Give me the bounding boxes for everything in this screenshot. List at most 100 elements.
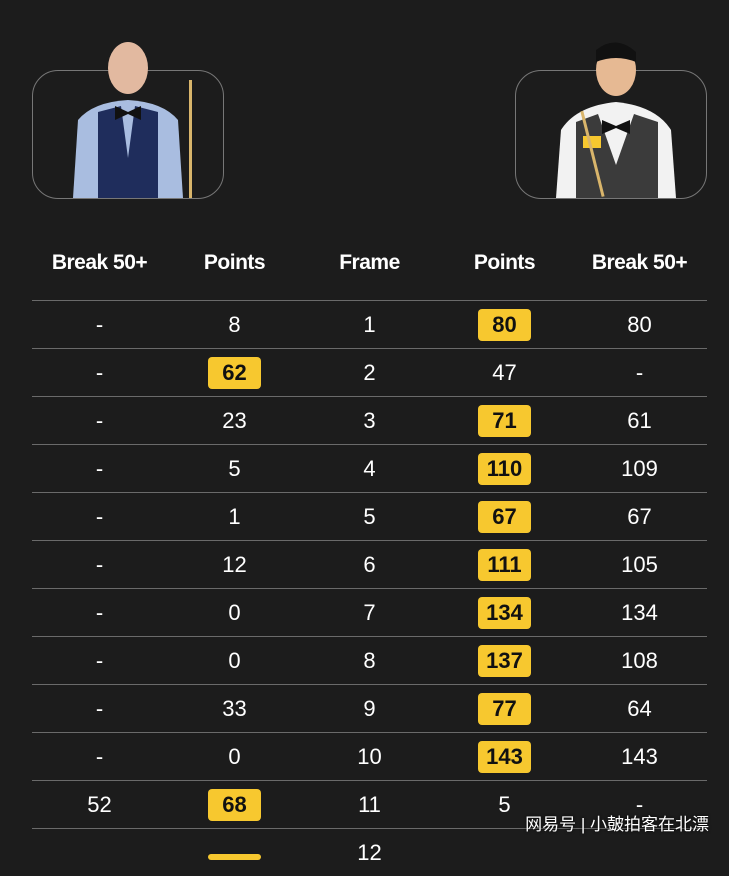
left-player-card xyxy=(32,42,224,199)
right-break: 105 xyxy=(621,551,658,577)
watermark: 网易号 | 小皷拍客在北漂 xyxy=(525,815,709,834)
right-points-cell: 134 xyxy=(437,596,572,629)
left-points xyxy=(208,853,261,860)
left-break-cell: - xyxy=(32,648,167,674)
table-row: - 8 1 80 80 xyxy=(32,300,707,348)
table-row: - 0 7 134 134 xyxy=(32,588,707,636)
frame-number-cell: 6 xyxy=(302,552,437,578)
left-points-cell: 12 xyxy=(167,552,302,578)
frame-number: 2 xyxy=(363,359,376,385)
left-points: 8 xyxy=(228,311,241,337)
left-points-cell: 0 xyxy=(167,600,302,626)
right-points: 77 xyxy=(478,692,531,725)
left-points-cell: 5 xyxy=(167,456,302,482)
right-points-cell: 143 xyxy=(437,740,572,773)
player-photo-left xyxy=(73,42,192,198)
left-break-cell: - xyxy=(32,360,167,386)
right-break: 143 xyxy=(621,743,658,769)
right-points-cell: 5 xyxy=(437,792,572,818)
table-row: - 1 5 67 67 xyxy=(32,492,707,540)
frame-number-cell: 8 xyxy=(302,648,437,674)
table-row: 12 xyxy=(32,828,707,876)
left-points-cell xyxy=(167,840,302,866)
table-row: - 5 4 110 109 xyxy=(32,444,707,492)
right-points: 71 xyxy=(478,404,531,437)
left-points: 0 xyxy=(228,743,241,769)
right-break-cell: 64 xyxy=(572,696,707,722)
right-break-cell: - xyxy=(572,360,707,386)
frame-number: 8 xyxy=(363,647,376,673)
right-points-cell: 111 xyxy=(437,548,572,581)
left-break: - xyxy=(95,359,104,385)
right-points-cell: 80 xyxy=(437,308,572,341)
left-break-cell: 52 xyxy=(32,792,167,818)
frame-number: 3 xyxy=(363,407,376,433)
right-break-cell: 143 xyxy=(572,744,707,770)
right-points: 80 xyxy=(478,308,531,341)
frame-number-cell: 2 xyxy=(302,360,437,386)
right-break-cell: 108 xyxy=(572,648,707,674)
frame-number: 7 xyxy=(363,599,376,625)
left-break: - xyxy=(95,647,104,673)
frame-number-cell: 12 xyxy=(302,840,437,866)
right-break: 134 xyxy=(621,599,658,625)
right-points: 67 xyxy=(478,500,531,533)
table-row: - 23 3 71 61 xyxy=(32,396,707,444)
right-break-cell: 105 xyxy=(572,552,707,578)
table-row: - 12 6 111 105 xyxy=(32,540,707,588)
right-points-cell: 110 xyxy=(437,452,572,485)
right-break: 80 xyxy=(627,311,652,337)
left-break: - xyxy=(95,599,104,625)
right-points: 111 xyxy=(478,548,531,581)
left-points: 62 xyxy=(208,356,261,389)
frame-number: 1 xyxy=(363,311,376,337)
left-points-cell: 0 xyxy=(167,648,302,674)
right-points: 137 xyxy=(478,644,531,677)
right-break: - xyxy=(635,791,644,817)
frame-number-cell: 3 xyxy=(302,408,437,434)
frame-number-cell: 9 xyxy=(302,696,437,722)
frame-number: 10 xyxy=(357,743,382,769)
left-points: 33 xyxy=(222,695,247,721)
left-break: - xyxy=(95,695,104,721)
frame-number-cell: 1 xyxy=(302,312,437,338)
right-points-cell: 77 xyxy=(437,692,572,725)
frame-number: 6 xyxy=(363,551,376,577)
left-break-cell: - xyxy=(32,504,167,530)
header-left-points: Points xyxy=(203,251,266,274)
right-points: 110 xyxy=(478,452,531,485)
player-photo-right xyxy=(556,42,676,198)
left-break: - xyxy=(95,407,104,433)
right-break-cell: 80 xyxy=(572,312,707,338)
left-break: - xyxy=(95,455,104,481)
left-points-cell: 62 xyxy=(167,356,302,389)
table-row: - 33 9 77 64 xyxy=(32,684,707,732)
left-break-cell: - xyxy=(32,744,167,770)
right-break-cell: - xyxy=(572,792,707,818)
frame-number: 9 xyxy=(363,695,376,721)
right-points: 134 xyxy=(478,596,531,629)
left-points: 12 xyxy=(222,551,247,577)
left-points-cell: 0 xyxy=(167,744,302,770)
right-points-cell: 67 xyxy=(437,500,572,533)
left-points: 5 xyxy=(228,455,241,481)
left-points: 0 xyxy=(228,599,241,625)
left-points: 23 xyxy=(222,407,247,433)
left-points: 1 xyxy=(228,503,241,529)
right-points-cell: 137 xyxy=(437,644,572,677)
right-break: - xyxy=(635,359,644,385)
frame-number: 11 xyxy=(358,791,381,817)
left-points-cell: 23 xyxy=(167,408,302,434)
right-player-card xyxy=(515,42,707,199)
right-break-cell: 109 xyxy=(572,456,707,482)
left-points-cell: 33 xyxy=(167,696,302,722)
table-header: Break 50+ Points Frame Points Break 50+ xyxy=(32,226,707,300)
frame-number-cell: 11 xyxy=(302,792,437,818)
table-row: - 0 10 143 143 xyxy=(32,732,707,780)
left-points-cell: 1 xyxy=(167,504,302,530)
frame-number-cell: 10 xyxy=(302,744,437,770)
right-break: 61 xyxy=(627,407,652,433)
right-break-cell: 61 xyxy=(572,408,707,434)
left-break-cell: - xyxy=(32,408,167,434)
left-break: - xyxy=(95,503,104,529)
